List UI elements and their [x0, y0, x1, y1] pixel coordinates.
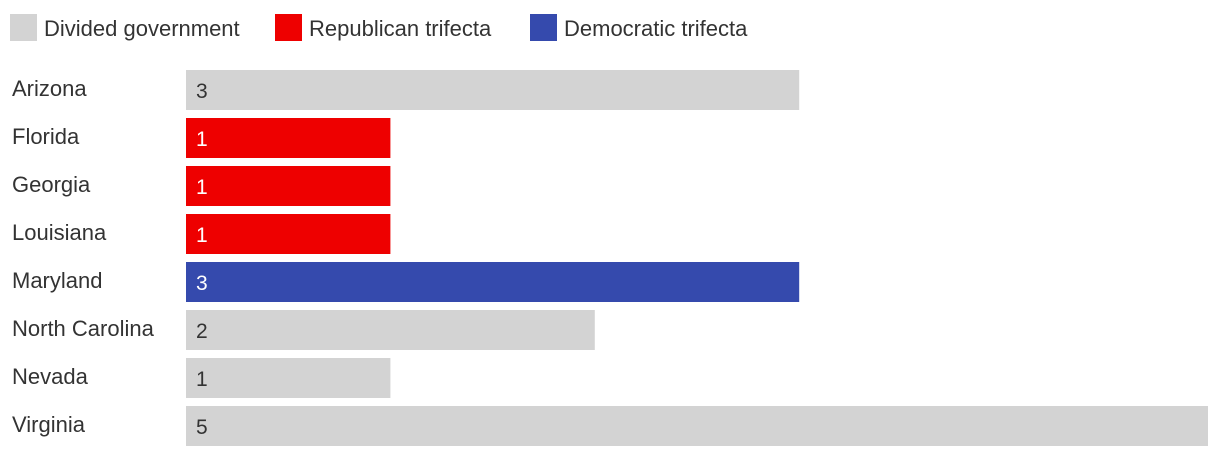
value-labels: 3 1 1 1 3 2 1 5: [196, 80, 208, 439]
value-label-louisiana: 1: [196, 224, 208, 247]
category-label-nevada: Nevada: [12, 364, 89, 389]
legend-swatch-divided: [10, 14, 37, 41]
category-label-virginia: Virginia: [12, 412, 86, 437]
bar-maryland: [186, 262, 800, 302]
legend-label-republican: Republican trifecta: [309, 16, 492, 41]
bar-nevada: [186, 358, 391, 398]
category-label-arizona: Arizona: [12, 76, 87, 101]
value-label-florida: 1: [196, 128, 208, 151]
category-label-florida: Florida: [12, 124, 80, 149]
legend: Divided government Republican trifecta Dem…: [10, 14, 748, 41]
value-label-nevada: 1: [196, 368, 208, 391]
category-label-maryland: Maryland: [12, 268, 102, 293]
bar-georgia: [186, 166, 391, 206]
bar-louisiana: [186, 214, 391, 254]
value-label-arizona: 3: [196, 80, 208, 103]
value-label-maryland: 3: [196, 272, 208, 295]
value-label-north-carolina: 2: [196, 320, 208, 343]
legend-label-democratic: Democratic trifecta: [564, 16, 748, 41]
legend-swatch-democratic: [530, 14, 557, 41]
value-label-georgia: 1: [196, 176, 208, 199]
category-label-north-carolina: North Carolina: [12, 316, 155, 341]
value-label-virginia: 5: [196, 416, 208, 439]
category-labels: Arizona Florida Georgia Louisiana Maryland No…: [12, 76, 155, 437]
category-label-louisiana: Louisiana: [12, 220, 107, 245]
bar-virginia: [186, 406, 1208, 446]
bar-north-carolina: [186, 310, 595, 350]
legend-swatch-republican: [275, 14, 302, 41]
bar-florida: [186, 118, 391, 158]
bar-arizona: [186, 70, 800, 110]
legend-label-divided: Divided government: [44, 16, 240, 41]
bars: [186, 70, 1208, 446]
category-label-georgia: Georgia: [12, 172, 91, 197]
